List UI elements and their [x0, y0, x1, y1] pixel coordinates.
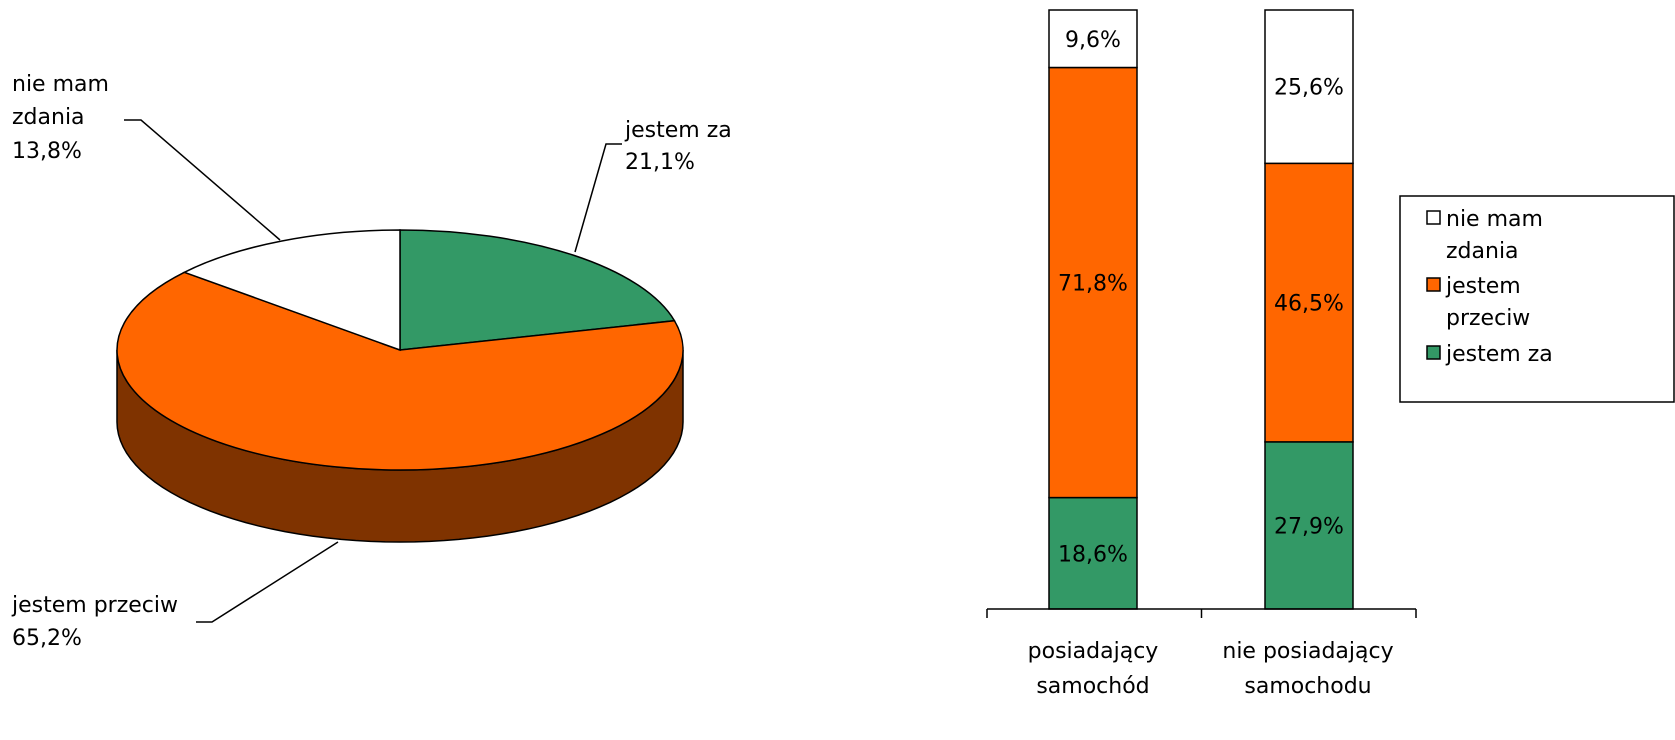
legend-box	[1399, 195, 1675, 403]
leader-line-jestem-przeciw	[196, 541, 339, 623]
category-label-1-line-2: samochód	[1036, 674, 1149, 699]
pie-slice-jestem-za	[399, 229, 676, 351]
pie-label-jestem-za-name: jestem za	[624, 118, 732, 143]
bar-2-nie-mam-zdania-label: 25,6%	[1274, 76, 1344, 101]
category-label-2-line-2: samochodu	[1244, 674, 1371, 699]
legend-label-2-line-2: przeciw	[1446, 306, 1530, 331]
bar-2-jestem-za	[1264, 441, 1354, 610]
legend-swatch-1	[1426, 210, 1441, 225]
bar-2-jestem-przeciw	[1264, 162, 1354, 443]
bar-1-jestem-za-label: 18,6%	[1058, 542, 1128, 567]
bar-1-jestem-przeciw-label: 71,8%	[1058, 272, 1128, 297]
bar-1-jestem-przeciw	[1048, 66, 1138, 499]
stacked-bar-chart: 18,6% 71,8% 9,6% posiadający samochód 27,9% 46…	[986, 9, 1675, 699]
pie-label-jestem-za-value: 21,1%	[625, 150, 695, 175]
pie-slice-jestem-przeciw	[116, 271, 684, 471]
legend-label-1-line-1: nie mam	[1446, 207, 1543, 232]
pie-label-jestem-przeciw-name: jestem przeciw	[11, 593, 178, 618]
pie-slice-nie-mam-zdania	[182, 229, 401, 352]
pie-label-jestem-przeciw-value: 65,2%	[12, 626, 82, 651]
legend-swatch-3	[1426, 345, 1441, 360]
legend-label-1-line-2: zdania	[1446, 239, 1519, 264]
legend-swatch-2	[1426, 277, 1441, 292]
pie-label-nie-mam-zdania-name-2: zdania	[12, 105, 85, 130]
leader-line-jestem-za	[574, 143, 622, 253]
legend-label-3-line-1: jestem za	[1445, 342, 1553, 367]
bar-2-jestem-za-label: 27,9%	[1274, 514, 1344, 539]
category-label-2-line-1: nie posiadający	[1222, 639, 1393, 664]
legend-label-2-line-1: jestem	[1445, 274, 1521, 299]
category-label-1-line-1: posiadający	[1028, 639, 1159, 664]
legend: nie mam zdania jestem przeciw jestem za	[1399, 195, 1675, 403]
bar-1-nie-mam-zdania	[1048, 9, 1138, 69]
bar-2-nie-mam-zdania	[1264, 9, 1354, 165]
pie-label-nie-mam-zdania-name-1: nie mam	[12, 72, 109, 97]
pie-label-nie-mam-zdania-value: 13,8%	[12, 139, 82, 164]
bar-1-nie-mam-zdania-label: 9,6%	[1065, 28, 1121, 53]
pie-chart: jestem za 21,1% nie mam zdania 13,8% jestem p…	[11, 72, 732, 651]
bar-2-jestem-przeciw-label: 46,5%	[1274, 292, 1344, 317]
leader-line-nie-mam-zdania	[124, 119, 281, 241]
